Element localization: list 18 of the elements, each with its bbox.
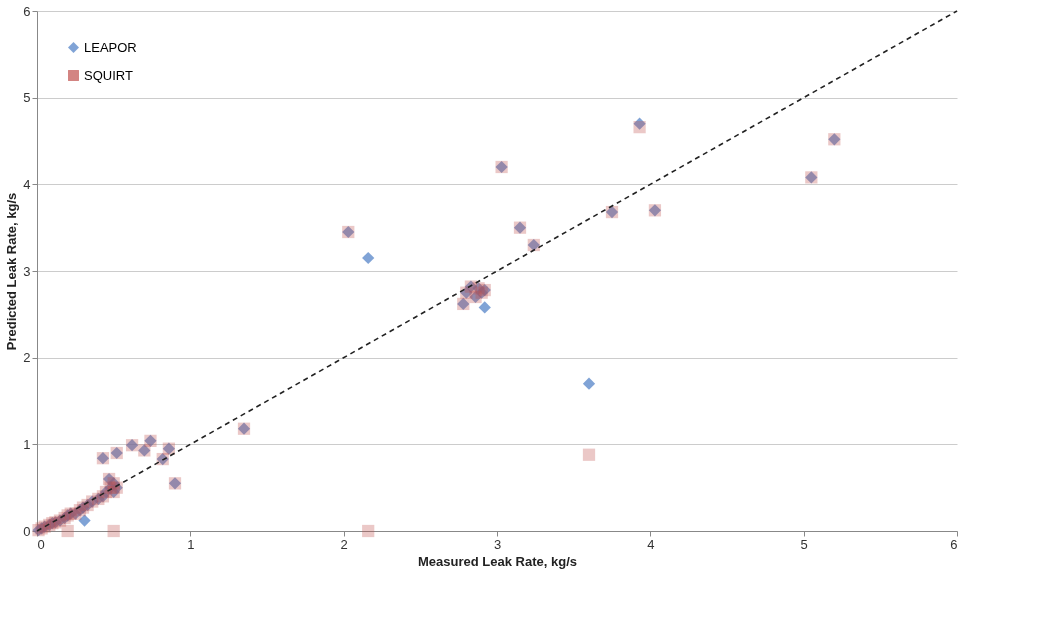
x-tick-label: 6: [950, 536, 958, 552]
x-tick-label: 3: [493, 536, 502, 552]
y-tick-label: 0: [23, 523, 31, 539]
x-tick-label: 2: [340, 536, 348, 552]
legend-label: LEAPOR: [84, 39, 137, 55]
y-tick-label: 1: [23, 436, 31, 452]
legend-label: SQUIRT: [84, 67, 133, 83]
y-tick-label: 5: [23, 90, 31, 106]
y-tick-label: 6: [23, 3, 31, 19]
x-tick-label: 0: [37, 536, 45, 552]
x-axis-title: Measured Leak Rate, kg/s: [418, 553, 577, 569]
x-tick-label: 5: [800, 536, 808, 552]
y-axis-title: Predicted Leak Rate, kg/s: [4, 192, 20, 351]
x-tick-label: 1: [187, 536, 195, 552]
y-tick-label: 4: [23, 176, 31, 192]
y-tick-label: 2: [23, 350, 31, 366]
y-tick-label: 3: [23, 263, 31, 279]
x-tick-label: 4: [647, 536, 655, 552]
